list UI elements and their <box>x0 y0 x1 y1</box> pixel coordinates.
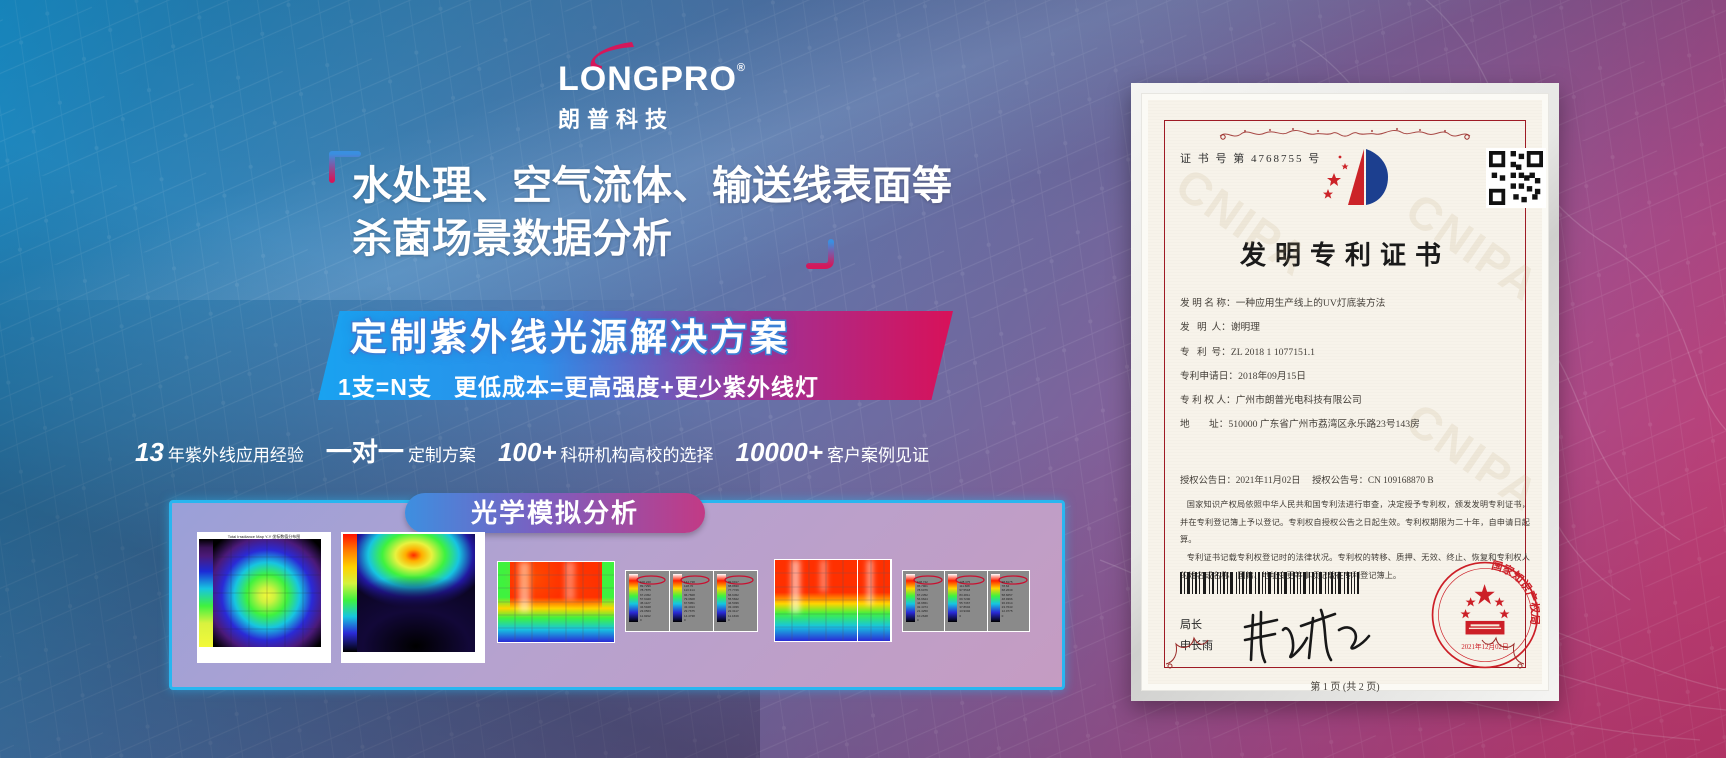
svg-text:国家知识产权局: 国家知识产权局 <box>1490 560 1540 626</box>
